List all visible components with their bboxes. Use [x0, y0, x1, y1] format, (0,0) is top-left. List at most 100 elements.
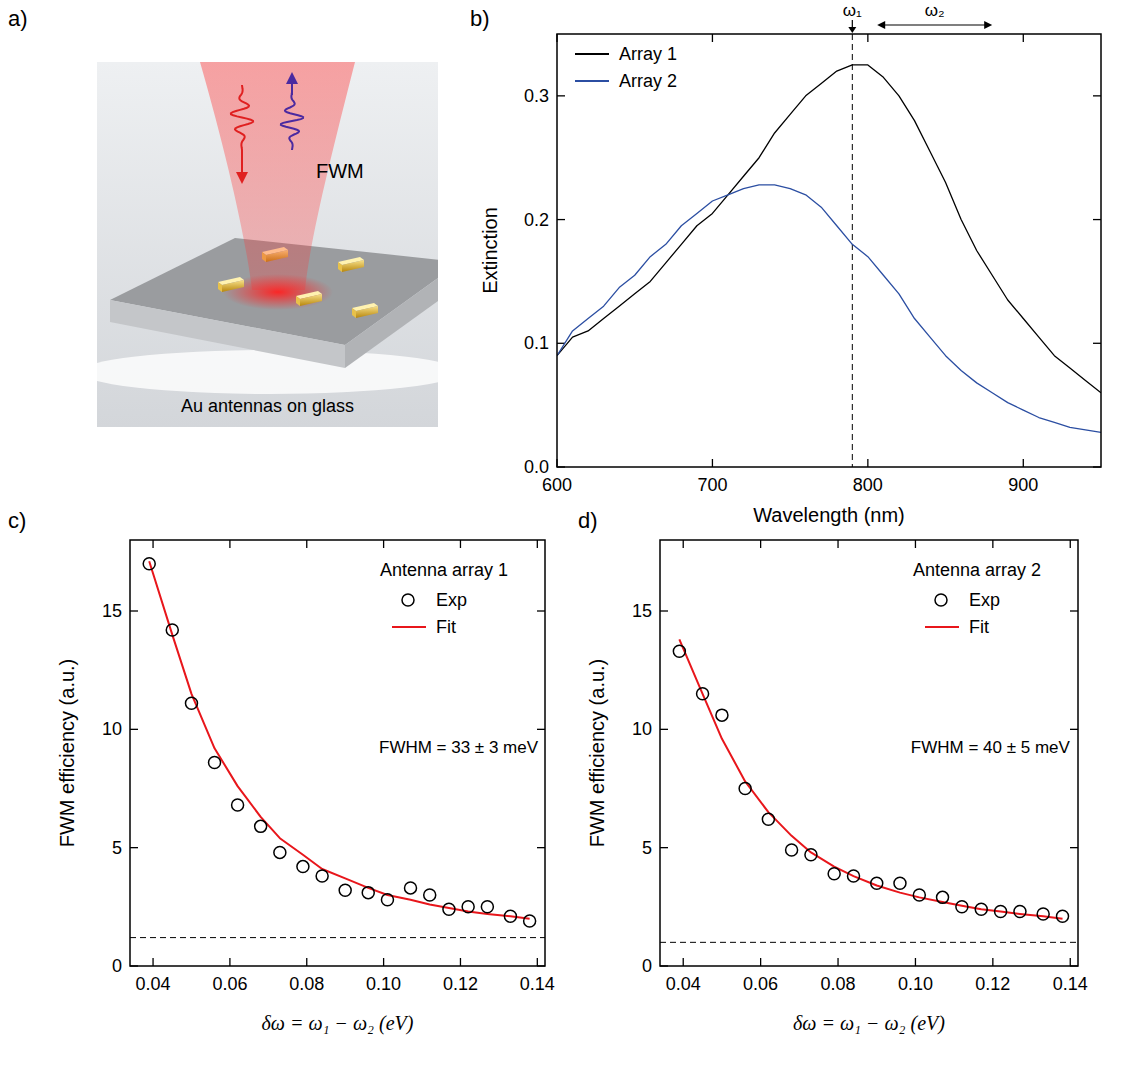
arrowhead [984, 21, 992, 29]
x-tick [992, 540, 993, 548]
legend-symbol [392, 626, 426, 628]
panel-letter: d) [578, 508, 598, 533]
data-point [297, 861, 309, 873]
y-tick [660, 847, 668, 848]
y-tick-label: 10 [102, 719, 122, 739]
figure: a)FWMAu antennas on glassb)6007008009000… [0, 0, 1126, 1077]
series-line [557, 185, 1101, 432]
marker-line [852, 34, 853, 467]
y-tick [130, 729, 138, 730]
data-point [524, 915, 536, 927]
panel-letter: b) [470, 6, 490, 31]
y-tick [1070, 729, 1078, 730]
data-point [1037, 908, 1049, 920]
panel: c)0.040.060.080.100.120.14051015δω = ω₁ … [8, 508, 555, 1035]
panel-letter: a) [8, 6, 28, 31]
annotation: FWHM = 40 ± 5 meV [911, 738, 1071, 757]
x-tick [152, 540, 153, 548]
annotation: FWHM = 33 ± 3 meV [379, 738, 539, 757]
annotation: ω₂ [925, 1, 945, 20]
data-point [481, 901, 493, 913]
x-tick-label: 700 [697, 475, 727, 495]
y-tick [130, 610, 138, 611]
legend-symbol [935, 594, 947, 606]
y-tick [1070, 610, 1078, 611]
y-tick [1093, 343, 1101, 344]
arrowhead [877, 21, 885, 29]
plot-frame [557, 34, 1101, 467]
data-point [697, 688, 709, 700]
x-tick [837, 540, 838, 548]
x-tick-label: 0.06 [743, 974, 778, 994]
legend-label: Array 2 [619, 71, 677, 91]
data-point [209, 756, 221, 768]
data-point [937, 891, 949, 903]
x-tick-label: 600 [542, 475, 572, 495]
fwm-wave [281, 92, 303, 150]
x-axis-title: δω = ω₁ − ω₂ (eV) [262, 1012, 414, 1035]
antenna-end [296, 296, 300, 306]
y-tick [537, 610, 545, 611]
legend-title: Antenna array 1 [380, 560, 508, 580]
pump-wave [231, 85, 253, 150]
data-point [871, 877, 883, 889]
slab-front [110, 300, 345, 368]
data-point [462, 901, 474, 913]
x-tick [383, 958, 384, 966]
legend-label: Exp [969, 590, 1000, 610]
annotations: FWHM = 40 ± 5 meV [911, 738, 1071, 757]
data-point [316, 870, 328, 882]
slab-side [345, 262, 438, 368]
x-tick-label: 0.04 [136, 974, 171, 994]
data-point [894, 877, 906, 889]
x-tick [229, 540, 230, 548]
plot-frame [660, 540, 1078, 966]
annotations: FWHM = 33 ± 3 meV [379, 738, 539, 757]
data-point [405, 882, 417, 894]
data-point [673, 645, 685, 657]
plot-area [130, 558, 545, 938]
x-tick [712, 34, 713, 42]
x-tick [537, 958, 538, 966]
data-point [339, 884, 351, 896]
data-point [381, 894, 393, 906]
y-axis-title: FWM efficiency (a.u.) [586, 659, 608, 848]
legend-symbol [575, 53, 609, 55]
x-tick [915, 540, 916, 548]
y-tick [1070, 847, 1078, 848]
range-arrow [883, 24, 986, 25]
y-tick [660, 610, 668, 611]
x-tick [1023, 34, 1024, 42]
x-tick-label: 0.10 [898, 974, 933, 994]
data-point [143, 558, 155, 570]
x-tick [683, 958, 684, 966]
y-tick [1093, 95, 1101, 96]
reference-line [660, 942, 1078, 943]
data-point [504, 910, 516, 922]
legend-label: Fit [969, 617, 989, 637]
x-tick-label: 0.04 [666, 974, 701, 994]
legend-title: Antenna array 2 [913, 560, 1041, 580]
data-point [362, 887, 374, 899]
y-tick-label: 15 [632, 601, 652, 621]
x-tick-label: 0.14 [1053, 974, 1088, 994]
data-point [716, 709, 728, 721]
data-point [805, 849, 817, 861]
x-tick [867, 34, 868, 42]
plot-area [660, 639, 1078, 942]
x-tick [306, 540, 307, 548]
data-point [995, 906, 1007, 918]
y-axis-title: FWM efficiency (a.u.) [56, 659, 78, 848]
data-point [166, 624, 178, 636]
annotation: ω₁ [843, 1, 862, 20]
x-tick [992, 958, 993, 966]
data-point [185, 697, 197, 709]
data-point [913, 889, 925, 901]
x-tick [915, 958, 916, 966]
legend-label: Fit [436, 617, 456, 637]
antenna-side [356, 306, 378, 318]
panel: b)6007008009000.00.10.20.3Wavelength (nm… [470, 1, 1101, 526]
data-point [786, 844, 798, 856]
legend-label: Exp [436, 590, 467, 610]
x-tick [460, 540, 461, 548]
